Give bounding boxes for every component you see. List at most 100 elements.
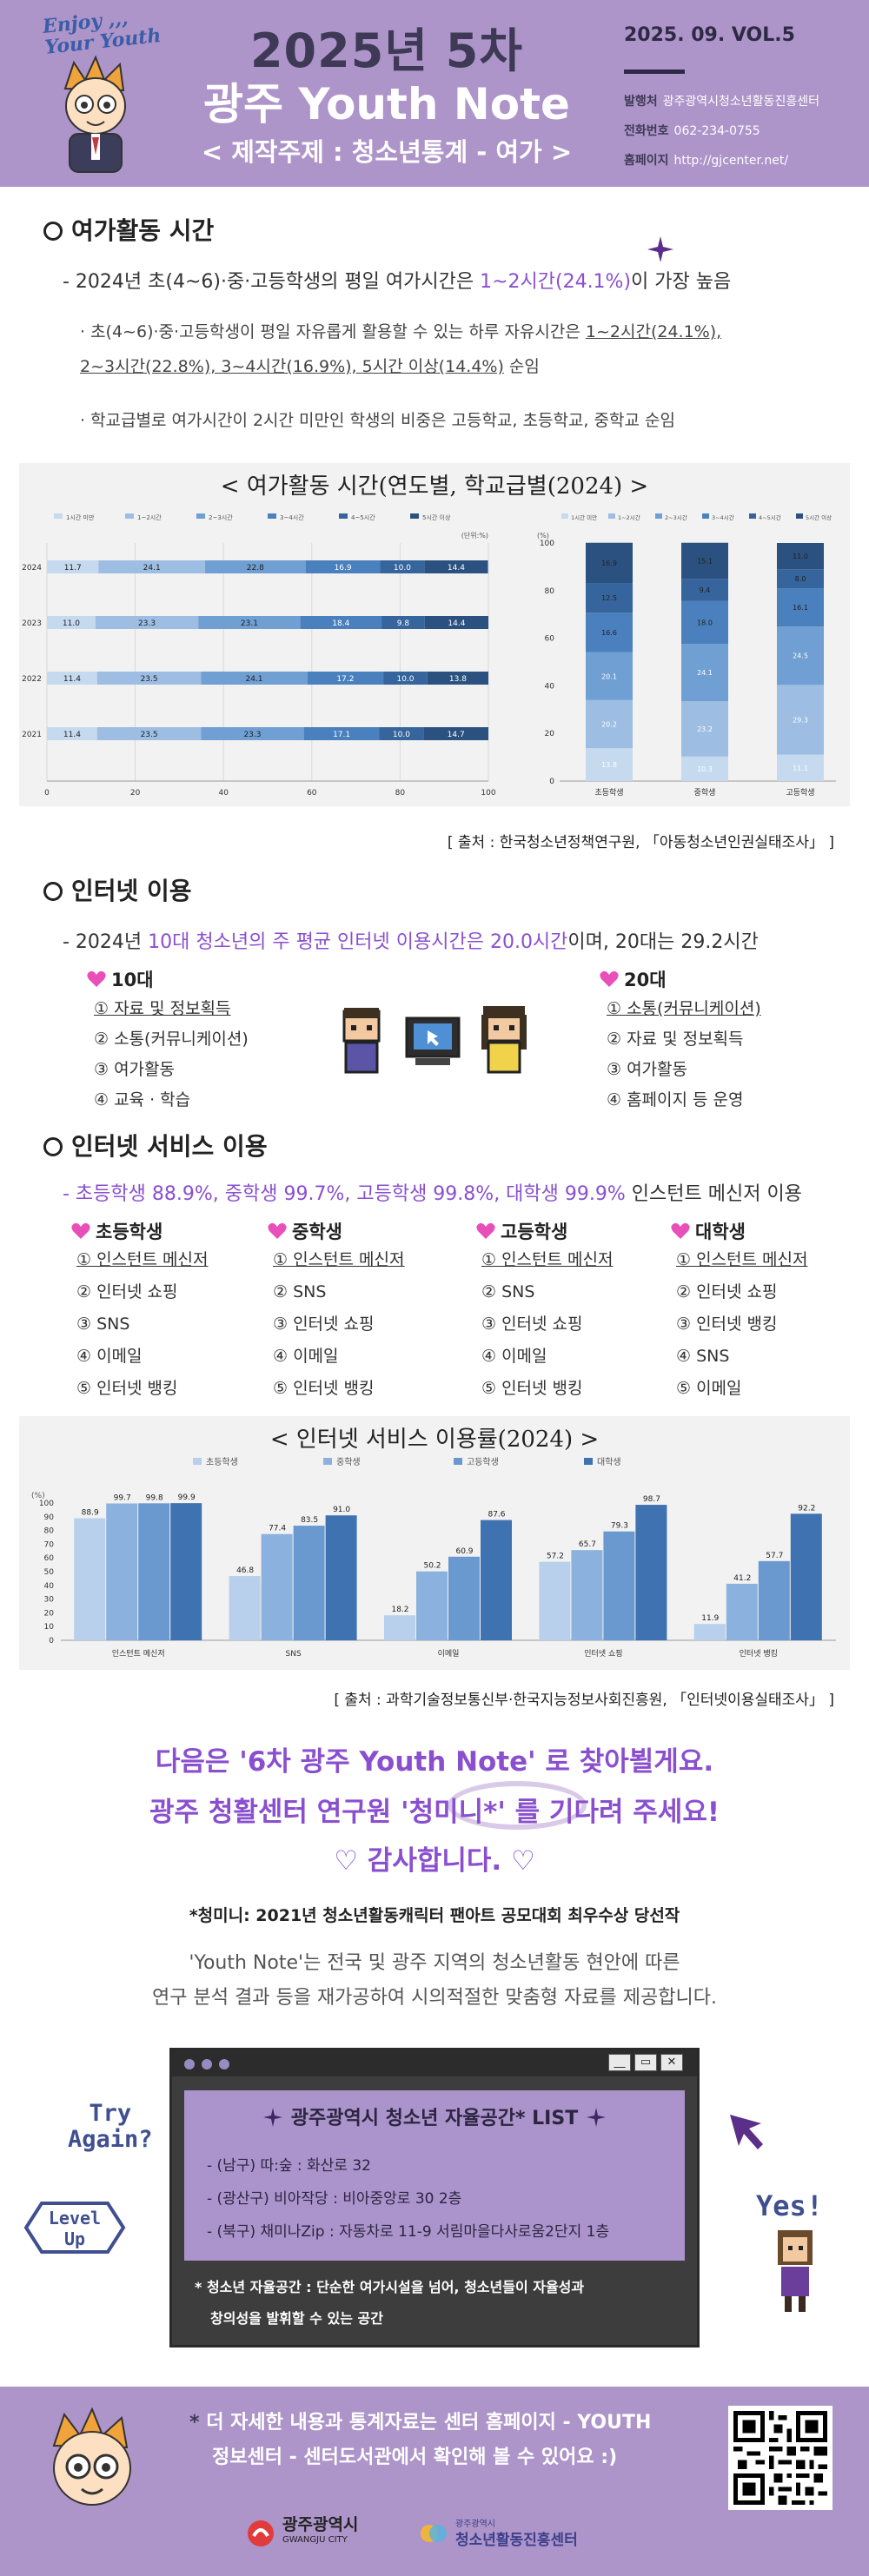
bar-segment <box>681 644 728 702</box>
legend-label: 1시간 미만 <box>571 513 597 521</box>
bar-segment <box>681 701 728 757</box>
data-label: 23.3 <box>138 619 156 628</box>
unit-label: (단위:%) <box>461 531 488 540</box>
leisure-heading-text: 여가활동 시간 <box>71 216 215 245</box>
sparkle-icon <box>647 236 673 262</box>
bar <box>790 1513 822 1640</box>
window-dot-icon <box>219 2059 229 2069</box>
data-label: 13.8 <box>601 761 617 769</box>
bullet-circle-icon <box>43 882 63 901</box>
bar-segment <box>305 560 381 573</box>
data-label: 18.2 <box>391 1606 408 1614</box>
category-label: 고등학생 <box>786 788 814 798</box>
publisher-info: 발행처 광주광역시청소년활동진흥센터 전화번호 062-234-0755 홈페이지 h… <box>624 87 819 175</box>
service-col-title: 대학생 <box>671 1218 746 1244</box>
legend-label: 5시간 이상 <box>806 513 832 521</box>
data-label: 50.2 <box>423 1562 441 1571</box>
internet-main-highlight: 10대 청소년의 주 평균 인터넷 이용시간은 20.0시간 <box>148 931 568 953</box>
bar <box>603 1531 635 1640</box>
bar <box>138 1503 170 1640</box>
data-label: 14.4 <box>448 619 465 628</box>
legend-label: 5시간 이상 <box>422 513 451 521</box>
phone-value: 062-234-0755 <box>673 124 760 138</box>
qr-code[interactable] <box>728 2406 833 2510</box>
data-label: 91.0 <box>333 1506 350 1514</box>
legend-swatch <box>584 1458 593 1465</box>
title-line1: 2025년 5차 <box>249 23 524 78</box>
service-main-post: 인스턴트 메신저 이용 <box>625 1183 802 1205</box>
window-content: 광주광역시 청소년 자율공간* LIST - (남구) 따:숲 : 화산로 32… <box>184 2090 685 2261</box>
data-label: 98.7 <box>643 1495 660 1504</box>
bar-segment <box>423 727 488 740</box>
service-heading: 인터넷 서비스 이용 <box>43 1128 268 1162</box>
service-col-list: ① 인스턴트 메신저 ② 인터넷 쇼핑 ③ 인터넷 뱅킹 ④ SNS ⑤ 이메일 <box>676 1244 807 1405</box>
data-label: 88.9 <box>82 1509 99 1518</box>
service-col-title-text: 중학생 <box>292 1222 342 1242</box>
legend-label: 대학생 <box>597 1457 621 1467</box>
service-col-title-text: 고등학생 <box>501 1222 568 1242</box>
bar-segment <box>381 616 425 629</box>
maximize-button[interactable]: ▭ <box>634 2054 657 2071</box>
service-col-item: ③ 인터넷 쇼핑 <box>273 1314 375 1334</box>
cursor-arrow-icon <box>730 2115 763 2149</box>
data-label: 13.8 <box>449 675 467 684</box>
center-emblem-icon <box>421 2525 447 2542</box>
bar <box>293 1526 325 1640</box>
service-col-item: ⑤ 인터넷 뱅킹 <box>481 1379 583 1398</box>
legend-label: 4~5시간 <box>759 513 781 521</box>
window-dot-icon <box>184 2059 195 2069</box>
data-label: 24.1 <box>143 564 161 573</box>
bar-segment <box>586 748 633 781</box>
data-label: 29.3 <box>793 716 808 724</box>
service-main-highlight: - 초등학생 88.9%, 중학생 99.7%, 고등학생 99.8%, 대학생… <box>63 1183 626 1205</box>
space-list-title-text: 광주광역시 청소년 자율공간* LIST <box>290 2108 579 2129</box>
internet-main-line: - 2024년 10대 청소년의 주 평균 인터넷 이용시간은 20.0시간이며… <box>63 926 759 954</box>
bar-segment <box>303 727 380 740</box>
service-col-item: ③ 인터넷 뱅킹 <box>676 1314 778 1334</box>
data-label: 8.0 <box>795 575 806 583</box>
teen-item: ④ 교육 · 학습 <box>94 1090 191 1109</box>
gwangju-city-logo: 광주광역시 GWANGJU CITY <box>248 2517 358 2548</box>
y-tick-label: 60 <box>44 1554 55 1563</box>
twenties-item: ① 소통(커뮤니케이션) <box>607 999 761 1018</box>
data-label: 57.2 <box>547 1553 564 1561</box>
bar-segment <box>204 560 306 573</box>
data-label: 11.0 <box>793 553 808 560</box>
service-col-item: ② 인터넷 쇼핑 <box>676 1282 778 1301</box>
legend-label: 2~3시간 <box>209 513 233 521</box>
y-tick-label: 50 <box>44 1568 55 1577</box>
center-logo-name: 청소년활동진흥센터 <box>455 2532 578 2549</box>
bar <box>693 1624 726 1640</box>
heart-icon <box>71 1222 90 1239</box>
y-tick-label: 10 <box>44 1623 55 1632</box>
pixel-girl-illustration <box>778 2230 813 2312</box>
data-label: 23.3 <box>243 731 261 739</box>
data-label: 87.6 <box>488 1511 505 1520</box>
data-label: 9.8 <box>397 619 410 628</box>
bar-segment <box>383 672 428 685</box>
publisher-label: 발행처 <box>624 95 658 109</box>
data-label: 24.1 <box>245 675 262 684</box>
legend-swatch <box>339 513 348 519</box>
publisher-value: 광주광역시청소년활동진흥센터 <box>662 95 819 109</box>
homepage-link[interactable]: http://gjcenter.net/ <box>673 154 789 168</box>
data-label: 23.5 <box>141 675 158 684</box>
data-label: 16.9 <box>601 560 617 567</box>
bar-segment <box>47 560 99 573</box>
service-col-item: ⑤ 인터넷 뱅킹 <box>273 1379 375 1398</box>
x-tick-label: 100 <box>481 789 495 798</box>
y-tick-label: 80 <box>545 587 555 596</box>
category-label: 이메일 <box>438 1649 460 1659</box>
leisure-detail1-post: 순임 <box>503 357 540 376</box>
data-label: 24.5 <box>793 652 808 660</box>
close-button[interactable]: ✕ <box>660 2054 683 2071</box>
footer-line2: 정보센터 - 센터도서관에서 확인해 볼 수 있어요 :) <box>212 2447 618 2468</box>
data-label: 57.7 <box>766 1552 783 1560</box>
minimize-button[interactable]: __ <box>608 2054 631 2071</box>
legend-label: 1~2시간 <box>618 513 640 521</box>
leisure-detail2: · 학교급별로 여가시간이 2시간 미만인 학생의 비중은 고등학교, 초등학교… <box>80 411 675 430</box>
leisure-main-line: - 2024년 초(4~6)·중·고등학생의 평일 여가시간은 1~2시간(24… <box>63 266 731 294</box>
bar-segment <box>95 616 199 629</box>
teen-item: ③ 여가활동 <box>94 1060 175 1079</box>
